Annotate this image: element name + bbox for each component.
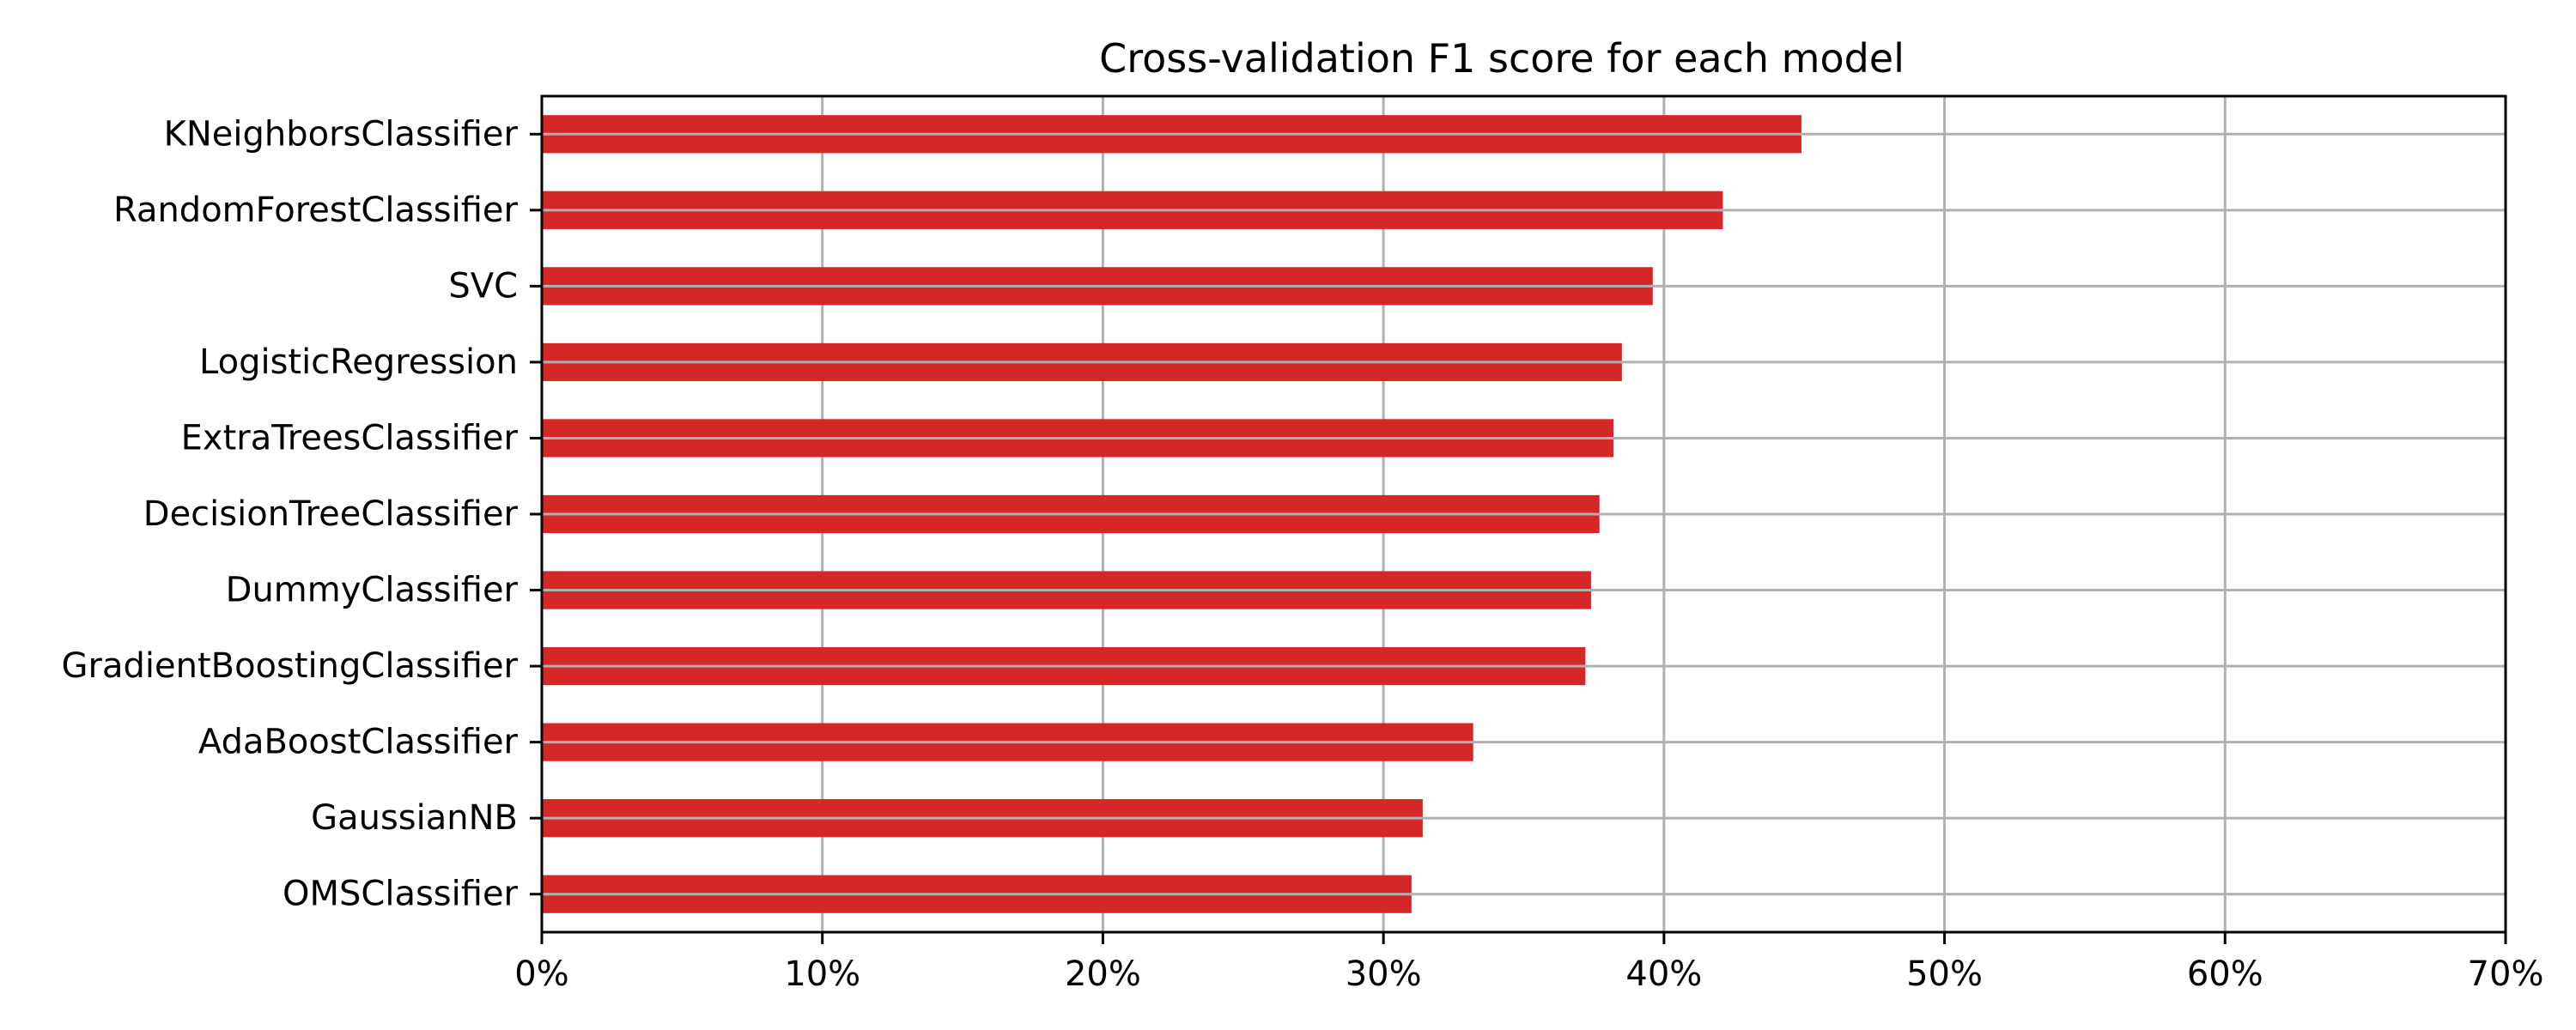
x-tick-label: 60% (2187, 954, 2263, 994)
x-tick-label: 40% (1625, 954, 1702, 994)
y-tick-label: GaussianNB (311, 798, 518, 838)
y-tick-label: DecisionTreeClassifier (143, 494, 519, 534)
y-tick-label: ExtraTreesClassifier (181, 418, 519, 457)
x-tick-label: 50% (1906, 954, 1983, 994)
tick-labels: 0% 10% 20% 30% 40% 50% 60% 70% KNeighborsClassif… (62, 114, 2544, 994)
x-tick-label: 20% (1065, 954, 1141, 994)
y-tick-label: OMSClassifier (283, 875, 519, 914)
x-tick-label: 0% (514, 954, 568, 994)
x-tick-label: 10% (784, 954, 860, 994)
chart-title: Cross-validation F1 score for each model (1099, 35, 1905, 82)
y-tick-label: KNeighborsClassifier (164, 114, 519, 154)
y-tick-label: GradientBoostingClassifier (62, 646, 519, 686)
y-tick-label: AdaBoostClassifier (198, 723, 519, 762)
y-tick-label: LogisticRegression (199, 342, 518, 382)
y-tick-label: RandomForestClassifier (113, 191, 519, 230)
x-tick-label: 70% (2468, 954, 2544, 994)
y-tick-label: DummyClassifier (226, 571, 519, 610)
y-tick-label: SVC (448, 266, 518, 306)
axes (530, 94, 2507, 944)
x-tick-label: 30% (1346, 954, 1422, 994)
